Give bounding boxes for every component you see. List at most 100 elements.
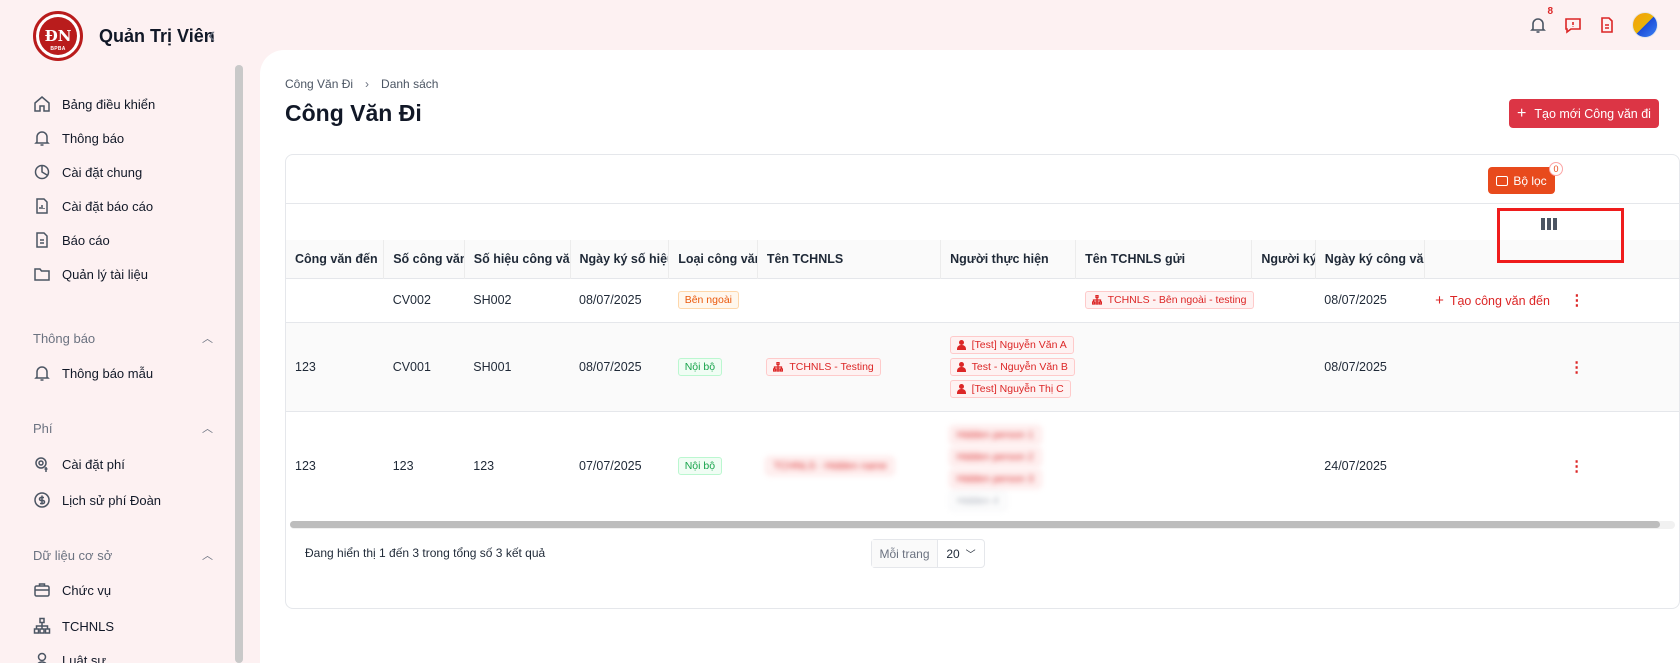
- col-number[interactable]: Số công văn: [383, 240, 465, 278]
- performer-tag: Hidden person 2: [949, 448, 1041, 467]
- dollar-icon: [33, 491, 51, 509]
- divider: [286, 203, 1679, 204]
- sidebar-item-label: Thông báo mẫu: [62, 365, 154, 381]
- breadcrumb-parent[interactable]: Công Văn Đi: [285, 77, 354, 91]
- more-vertical-icon[interactable]: ⋮: [1569, 458, 1585, 476]
- section-title: Phí: [33, 420, 53, 436]
- sidebar-item-tchnls[interactable]: TCHNLS: [33, 614, 114, 638]
- col-doc-date[interactable]: Ngày ký công văn: [1315, 240, 1425, 278]
- sidebar-item-label: Chức vụ: [62, 582, 112, 598]
- gear-dollar-icon: [33, 455, 51, 473]
- sidebar-scrollbar[interactable]: [235, 65, 243, 663]
- notification-count-badge: 8: [1547, 6, 1553, 17]
- org-chart-icon: [1091, 294, 1102, 305]
- performer-name: [Test] Nguyễn Văn A: [971, 338, 1067, 351]
- feedback-button[interactable]: [1562, 14, 1584, 36]
- section-notifications[interactable]: Thông báo ︿: [33, 328, 213, 348]
- sidebar-item-fee-history[interactable]: Lịch sử phí Đoàn: [33, 488, 161, 512]
- breadcrumb: Công Văn Đi › Danh sách: [285, 77, 438, 91]
- cell-number: 123: [383, 410, 465, 521]
- col-actions: [1424, 240, 1679, 278]
- type-badge: Bên ngoài: [677, 291, 739, 309]
- user-icon: [956, 339, 966, 350]
- sidebar-item-label: Cài đặt chung: [62, 164, 143, 180]
- performer-name: Hidden person 3: [956, 473, 1034, 486]
- cell-sign-date: 08/07/2025: [570, 277, 669, 322]
- sidebar-item-notification-templates[interactable]: Thông báo mẫu: [33, 361, 153, 385]
- more-vertical-icon[interactable]: ⋮: [1569, 292, 1585, 309]
- horizontal-scrollbar[interactable]: [290, 521, 1675, 529]
- performer-tag: Hidden 4: [949, 492, 1006, 511]
- sidebar-item-general-settings[interactable]: Cài đặt chung: [33, 160, 142, 184]
- cell-sender-org: [1075, 410, 1252, 521]
- col-performers[interactable]: Người thực hiện: [940, 240, 1077, 278]
- create-incoming-link[interactable]: + Tạo công văn đến: [1435, 292, 1550, 309]
- sidebar-item-dashboard[interactable]: Bảng điều khiển: [33, 92, 155, 116]
- document-icon: [33, 231, 51, 249]
- cell-performers: [940, 277, 1076, 322]
- cell-actions: ⋮: [1424, 410, 1679, 521]
- table-card: Bộ lọc 0 Công văn đến Số công văn Số hiệ…: [285, 154, 1680, 609]
- col-org[interactable]: Tên TCHNLS: [757, 240, 942, 278]
- cell-signer: [1251, 321, 1316, 411]
- cell-doc-date: 08/07/2025: [1315, 277, 1425, 322]
- col-signer[interactable]: Người ký: [1251, 240, 1316, 278]
- type-badge: Nội bộ: [677, 457, 723, 476]
- create-incoming-label: Tạo công văn đến: [1449, 293, 1550, 308]
- more-vertical-icon[interactable]: ⋮: [1569, 358, 1585, 376]
- file-icon: [1601, 17, 1613, 33]
- columns-toggle-icon[interactable]: [1541, 218, 1557, 230]
- plus-icon: +: [1435, 292, 1444, 309]
- table-row[interactable]: 123 123 123 07/07/2025 Nội bộ TCHNLS - H…: [286, 410, 1679, 521]
- cell-actions: ⋮: [1424, 321, 1679, 411]
- col-sign-date[interactable]: Ngày ký số hiệu: [570, 240, 670, 278]
- org-chart-icon: [33, 617, 51, 635]
- sidebar-item-positions[interactable]: Chức vụ: [33, 578, 111, 602]
- cell-signer: [1251, 410, 1316, 521]
- sidebar-item-lawyers[interactable]: Luật sư: [33, 648, 106, 663]
- col-code[interactable]: Số hiệu công văn: [464, 240, 571, 278]
- performer-tag: Hidden person 1: [949, 426, 1041, 445]
- per-page-dropdown[interactable]: 20 ﹀: [938, 540, 984, 567]
- horizontal-scrollbar-thumb[interactable]: [290, 521, 1660, 528]
- sidebar-item-label: Lịch sử phí Đoàn: [62, 492, 162, 508]
- cell-org: TCHNLS - Hidden name: [757, 410, 941, 521]
- sidebar-item-notifications[interactable]: Thông báo: [33, 126, 124, 150]
- logo-subtext: BPBA: [50, 46, 66, 52]
- cell-incoming: 123: [286, 321, 384, 411]
- table-row[interactable]: 123 CV001 SH001 08/07/2025 Nội bộ TCHNLS…: [286, 321, 1679, 411]
- sidebar-item-documents[interactable]: Quản lý tài liệu: [33, 262, 148, 286]
- cell-actions: + Tạo công văn đến ⋮: [1424, 277, 1679, 322]
- avatar[interactable]: [1632, 12, 1658, 38]
- chevron-up-icon: ︿: [202, 550, 213, 562]
- cell-sign-date: 08/07/2025: [570, 321, 669, 411]
- sidebar-item-fee-settings[interactable]: Cài đặt phí: [33, 452, 125, 476]
- col-incoming[interactable]: Công văn đến: [286, 240, 385, 278]
- document-button[interactable]: [1596, 14, 1618, 36]
- filter-button[interactable]: Bộ lọc: [1488, 167, 1555, 194]
- brand[interactable]: ĐN BPBA Quản Trị Viên: [33, 11, 215, 61]
- create-outgoing-button[interactable]: + Tạo mới Công văn đi: [1509, 99, 1659, 128]
- chevron-up-icon: ︿: [202, 333, 213, 345]
- sidebar-item-reports[interactable]: Báo cáo: [33, 228, 110, 252]
- sidebar-item-report-settings[interactable]: Cài đặt báo cáo: [33, 194, 153, 218]
- col-sender-org[interactable]: Tên TCHNLS gửi: [1075, 240, 1253, 278]
- per-page-select[interactable]: Mỗi trang 20 ﹀: [871, 539, 985, 568]
- col-type[interactable]: Loại công văn: [668, 240, 758, 278]
- cell-org: [757, 277, 941, 322]
- performer-tag: Hidden person 3: [949, 470, 1041, 489]
- section-fees[interactable]: Phí ︿: [33, 418, 213, 438]
- table-row[interactable]: CV002 SH002 08/07/2025 Bên ngoài TCHNLS …: [286, 277, 1679, 322]
- org-tag: TCHNLS - Testing: [766, 357, 881, 376]
- notifications-button[interactable]: 8: [1527, 6, 1553, 36]
- cell-org: TCHNLS - Testing: [757, 321, 941, 411]
- chevron-left-icon[interactable]: ‹: [208, 22, 216, 47]
- filter-icon: [1496, 175, 1509, 186]
- outgoing-table: Công văn đến Số công văn Số hiệu công vă…: [286, 240, 1679, 521]
- cell-sign-date: 07/07/2025: [570, 410, 669, 521]
- logo: ĐN BPBA: [33, 11, 83, 61]
- filter-count-badge: 0: [1549, 162, 1563, 176]
- section-base-data[interactable]: Dữ liệu cơ sở ︿: [33, 545, 213, 565]
- breadcrumb-current: Danh sách: [381, 77, 439, 91]
- sidebar-scrollbar-thumb[interactable]: [235, 65, 243, 663]
